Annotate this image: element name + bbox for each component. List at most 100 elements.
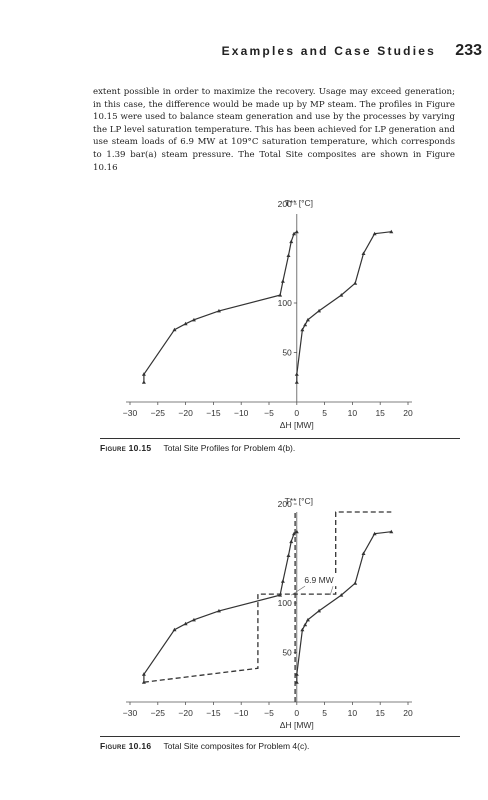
data-point bbox=[294, 529, 299, 534]
page-number: 233 bbox=[455, 42, 482, 59]
x-tick-label: −10 bbox=[234, 408, 249, 418]
dashed-series-line bbox=[143, 511, 392, 683]
series-line bbox=[296, 531, 392, 683]
y-tick-label: 50 bbox=[282, 648, 292, 658]
data-point bbox=[303, 322, 308, 327]
data-point bbox=[294, 229, 299, 234]
data-point bbox=[216, 308, 221, 313]
x-tick-label: −15 bbox=[206, 408, 221, 418]
x-tick-label: 0 bbox=[294, 708, 299, 718]
data-point bbox=[294, 680, 299, 684]
data-point bbox=[294, 380, 299, 384]
figure-caption: Figure 10.16 Total Site composites for Pr… bbox=[100, 736, 460, 751]
body-paragraph: extent possible in order to maximize the… bbox=[93, 87, 455, 173]
x-tick-label: 15 bbox=[375, 408, 385, 418]
x-tick-label: −20 bbox=[178, 408, 193, 418]
data-point bbox=[141, 380, 146, 384]
data-point bbox=[280, 279, 285, 283]
data-point bbox=[300, 327, 305, 332]
x-tick-label: 10 bbox=[348, 408, 358, 418]
caption-label: Figure 10.16 bbox=[100, 741, 152, 751]
data-point bbox=[172, 327, 177, 332]
data-point bbox=[141, 672, 146, 676]
x-tick-label: −20 bbox=[178, 708, 193, 718]
x-tick-label: −25 bbox=[151, 708, 166, 718]
y-tick-label: 100 bbox=[278, 298, 292, 308]
page-header: Examples and Case Studies 233 bbox=[0, 42, 488, 62]
data-point bbox=[286, 553, 291, 557]
caption-text: Total Site composites for Problem 4(c). bbox=[163, 741, 310, 751]
series-line bbox=[143, 231, 298, 383]
caption-label: Figure 10.15 bbox=[100, 443, 152, 453]
x-tick-label: 15 bbox=[375, 708, 385, 718]
annotation-bg bbox=[298, 573, 341, 587]
data-point bbox=[191, 317, 196, 322]
data-point bbox=[294, 372, 299, 376]
data-point bbox=[172, 627, 177, 632]
figure-10-16: −30 −25 −20 −15 −10 −5 0 5 10 15 20 50 100 200 T** [°C… bbox=[100, 484, 460, 754]
y-axis-label: T** [°C] bbox=[285, 496, 313, 506]
annotation-leader bbox=[329, 586, 334, 596]
x-tick-label: −30 bbox=[123, 408, 138, 418]
x-tick-label: 20 bbox=[403, 708, 413, 718]
data-point bbox=[294, 672, 299, 676]
data-point bbox=[317, 308, 322, 313]
data-point bbox=[305, 617, 310, 622]
data-point bbox=[353, 281, 358, 285]
x-tick-label: 20 bbox=[403, 408, 413, 418]
data-point bbox=[389, 529, 394, 534]
data-point bbox=[303, 622, 308, 627]
y-tick-label: 200 bbox=[278, 199, 292, 209]
x-tick-label: 5 bbox=[322, 708, 327, 718]
running-title: Examples and Case Studies bbox=[221, 44, 436, 58]
x-axis-label: ΔH [MW] bbox=[280, 720, 314, 730]
x-tick-label: −5 bbox=[264, 708, 274, 718]
data-point bbox=[280, 579, 285, 583]
data-point bbox=[339, 293, 344, 297]
y-tick-label: 50 bbox=[282, 348, 292, 358]
y-tick-label: 100 bbox=[278, 598, 292, 608]
figure-10-15: −30 −25 −20 −15 −10 −5 0 5 10 15 20 50 100 200 T** [°C… bbox=[100, 186, 460, 454]
data-point bbox=[289, 239, 294, 244]
annotation-label: 6.9 MW bbox=[304, 575, 333, 585]
x-tick-label: −5 bbox=[264, 408, 274, 418]
data-point bbox=[389, 229, 394, 234]
y-axis-label: T** [°C] bbox=[285, 198, 313, 208]
x-tick-label: −30 bbox=[123, 708, 138, 718]
annotation-leader bbox=[291, 585, 306, 596]
x-tick-label: −10 bbox=[234, 708, 249, 718]
data-point bbox=[353, 581, 358, 585]
data-point bbox=[300, 627, 305, 632]
data-point bbox=[361, 551, 366, 555]
y-tick-label: 200 bbox=[278, 499, 292, 509]
data-point bbox=[292, 231, 297, 236]
series-line bbox=[143, 531, 298, 683]
x-tick-label: 0 bbox=[294, 408, 299, 418]
data-point bbox=[289, 539, 294, 544]
data-point bbox=[183, 321, 188, 326]
x-tick-label: −15 bbox=[206, 708, 221, 718]
data-point bbox=[191, 617, 196, 622]
data-point bbox=[278, 293, 283, 297]
series-line bbox=[296, 231, 392, 383]
x-tick-label: −25 bbox=[151, 408, 166, 418]
data-point bbox=[372, 531, 377, 536]
data-point bbox=[361, 251, 366, 255]
data-point bbox=[183, 621, 188, 626]
caption-text: Total Site Profiles for Problem 4(b). bbox=[163, 443, 296, 453]
data-point bbox=[216, 608, 221, 613]
data-point bbox=[286, 253, 291, 257]
x-tick-label: 5 bbox=[322, 408, 327, 418]
data-point bbox=[305, 317, 310, 322]
data-point bbox=[339, 593, 344, 597]
data-point bbox=[141, 372, 146, 376]
x-tick-label: 10 bbox=[348, 708, 358, 718]
data-point bbox=[278, 593, 283, 597]
data-point bbox=[292, 531, 297, 536]
figure-caption: Figure 10.15 Total Site Profiles for Prob… bbox=[100, 438, 460, 453]
x-axis-label: ΔH [MW] bbox=[280, 420, 314, 430]
data-point bbox=[372, 231, 377, 236]
data-point bbox=[317, 608, 322, 613]
